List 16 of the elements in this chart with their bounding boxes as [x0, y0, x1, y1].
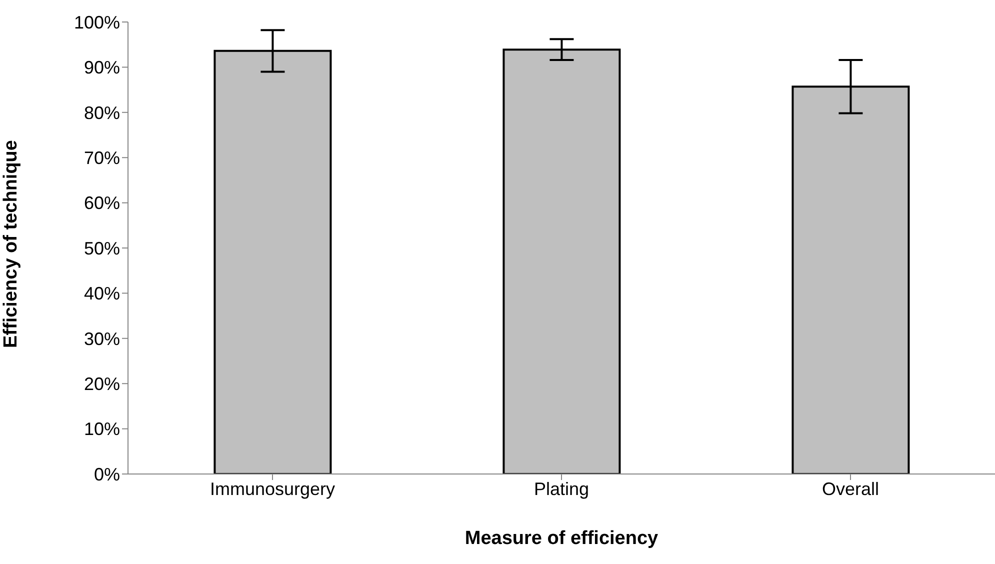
y-tick-label: 0% — [94, 464, 120, 484]
x-tick-label: Overall — [822, 478, 880, 499]
y-axis-title: Efficiency of technique — [0, 140, 22, 348]
y-tick-label: 80% — [84, 102, 120, 123]
y-tick-label: 20% — [84, 374, 120, 394]
y-tick-label: 10% — [84, 419, 120, 440]
y-tick-label: 90% — [84, 58, 120, 78]
x-tick-label: Plating — [534, 478, 590, 499]
y-tick-label: 40% — [84, 284, 120, 304]
y-tick-label: 60% — [84, 193, 120, 214]
y-tick-label: 30% — [84, 328, 120, 349]
x-tick-label: Immunosurgery — [210, 478, 336, 499]
y-tick-label: 50% — [84, 238, 120, 258]
y-tick-label: 100% — [74, 12, 120, 32]
x-axis-title: Measure of efficiency — [464, 528, 659, 549]
y-tick-label: 70% — [84, 148, 120, 168]
